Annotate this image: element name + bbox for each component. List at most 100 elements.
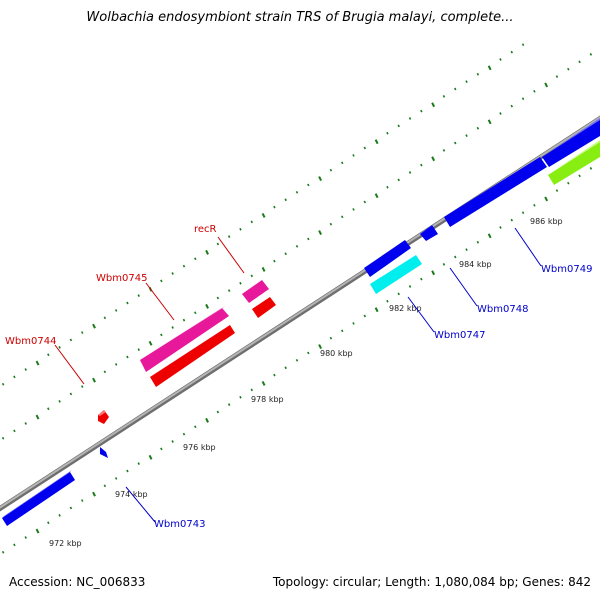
ruler-tick-major bbox=[261, 267, 266, 272]
ruler-tick-minor bbox=[386, 299, 389, 303]
ruler-tick-minor bbox=[578, 174, 581, 178]
ruler-tick-minor bbox=[69, 392, 73, 396]
ruler-tick-minor bbox=[216, 410, 220, 414]
ruler-tick-minor bbox=[329, 336, 333, 340]
tick-label-978: 978 kbp bbox=[251, 395, 284, 404]
ruler-tick-minor bbox=[13, 429, 16, 433]
gene-Wbm0747[interactable] bbox=[370, 253, 422, 294]
ruler-tick-minor bbox=[295, 190, 299, 194]
ruler-tick-minor bbox=[386, 185, 389, 189]
ruler-tick-major bbox=[35, 360, 40, 366]
gene-Wbm0743[interactable] bbox=[100, 447, 108, 458]
gene-blue-left[interactable] bbox=[2, 470, 75, 526]
gene-Wbm0748[interactable] bbox=[420, 223, 438, 241]
ruler-tick-minor bbox=[420, 277, 423, 281]
ruler-tick-minor bbox=[239, 281, 242, 285]
gene-Wbm0745[interactable] bbox=[140, 306, 229, 372]
ruler-tick-minor bbox=[465, 134, 468, 137]
gene-labels[interactable]: recR Wbm0745 Wbm0744 Wbm0743 Wbm0747 Wbm… bbox=[5, 224, 592, 530]
ruler-tick-minor bbox=[24, 368, 27, 371]
ruler-tick-minor bbox=[182, 318, 186, 322]
ruler-tick-minor bbox=[160, 279, 163, 283]
ruler-tick-minor bbox=[408, 117, 412, 120]
label-Wbm0747: Wbm0747 bbox=[434, 330, 485, 341]
ruler-tick-minor bbox=[442, 149, 446, 152]
gene-blue-982[interactable] bbox=[364, 238, 411, 277]
ruler-tick-minor bbox=[47, 521, 50, 525]
ruler-tick-minor bbox=[24, 536, 27, 539]
tick-label-982: 982 kbp bbox=[389, 304, 422, 313]
ruler-tick-minor bbox=[510, 104, 513, 108]
ruler-tick-minor bbox=[397, 292, 400, 296]
ruler-tick-minor bbox=[307, 183, 310, 187]
ruler-tick-minor bbox=[397, 124, 400, 128]
genes[interactable] bbox=[2, 118, 600, 526]
ruler-tick-major bbox=[92, 377, 96, 383]
tick-label-986: 986 kbp bbox=[530, 217, 563, 226]
ruler-tick-minor bbox=[408, 285, 412, 288]
ruler-tick-minor bbox=[454, 141, 457, 145]
ruler-tick-minor bbox=[216, 242, 220, 246]
ruler-tick-major bbox=[261, 213, 266, 218]
ruler-tick-minor bbox=[239, 227, 242, 231]
ruler-tick-minor bbox=[295, 358, 299, 362]
ruler-tick-minor bbox=[114, 363, 118, 366]
ruler-tick-minor bbox=[227, 289, 231, 292]
gene-red-small[interactable] bbox=[252, 295, 276, 318]
genome-summary: Topology: circular; Length: 1,080,084 bp… bbox=[272, 575, 591, 589]
ruler-tick-major bbox=[431, 156, 436, 162]
ruler-tick-major bbox=[544, 196, 549, 202]
ruler-tick-minor bbox=[578, 60, 581, 64]
ruler-tick-minor bbox=[284, 252, 287, 256]
ruler-tick-minor bbox=[273, 259, 276, 263]
gene-Wbm0744[interactable] bbox=[98, 410, 109, 424]
ruler-tick-minor bbox=[81, 499, 84, 502]
ruler-tick-minor bbox=[589, 167, 593, 170]
ruler-tick-minor bbox=[340, 161, 344, 165]
ruler-tick-major bbox=[318, 344, 322, 350]
ruler-tick-minor bbox=[227, 403, 231, 406]
ruler-tick-minor bbox=[352, 208, 355, 211]
ruler-tick-major bbox=[35, 528, 40, 534]
ruler-tick-minor bbox=[329, 222, 333, 226]
ruler-tick-major bbox=[261, 381, 266, 386]
gene-recR[interactable] bbox=[242, 278, 269, 303]
ruler-tick-minor bbox=[363, 146, 367, 150]
ruler-tick-minor bbox=[352, 154, 355, 157]
gene-blue-right[interactable] bbox=[542, 118, 600, 167]
ruler-tick-minor bbox=[533, 203, 536, 207]
ruler-tick-minor bbox=[13, 543, 16, 547]
ruler-ticks bbox=[35, 65, 549, 534]
ruler-tick-minor bbox=[239, 395, 242, 399]
tick-label-976: 976 kbp bbox=[183, 443, 216, 452]
tick-label-984: 984 kbp bbox=[459, 260, 492, 269]
ruler-tick-major bbox=[374, 193, 379, 199]
gene-Wbm0749[interactable] bbox=[444, 155, 547, 227]
ruler-tick-minor bbox=[182, 264, 186, 268]
ruler-tick-minor bbox=[567, 67, 570, 71]
ruler-tick-major bbox=[487, 233, 492, 239]
tick-label-972: 972 kbp bbox=[49, 539, 82, 548]
ruler-tick-minor bbox=[58, 345, 61, 349]
ruler-tick-major bbox=[431, 270, 436, 276]
ruler-tick-minor bbox=[13, 375, 16, 379]
ruler-tick-minor bbox=[194, 257, 197, 261]
ruler-tick-major bbox=[318, 176, 322, 182]
ruler-tick-major bbox=[487, 119, 492, 125]
ruler-tick-minor bbox=[476, 240, 480, 244]
ruler-tick-minor bbox=[442, 95, 446, 98]
ruler-tick-minor bbox=[521, 211, 525, 215]
ruler-tick-minor bbox=[194, 425, 197, 429]
ruler-tick-major bbox=[374, 307, 379, 313]
ruler-tick-minor bbox=[103, 370, 107, 374]
ruler-tick-major bbox=[205, 303, 209, 309]
gene-red-long[interactable] bbox=[150, 323, 235, 387]
ruler-tick-minor bbox=[160, 447, 163, 451]
gene-green-right[interactable] bbox=[548, 140, 600, 185]
ruler-tick-minor bbox=[160, 333, 163, 337]
map-title: Wolbachia endosymbiont strain TRS of Bru… bbox=[86, 10, 514, 25]
ruler-tick-major bbox=[148, 454, 153, 460]
ruler-tick-minor bbox=[194, 311, 197, 315]
ruler-tick-minor bbox=[352, 322, 355, 325]
